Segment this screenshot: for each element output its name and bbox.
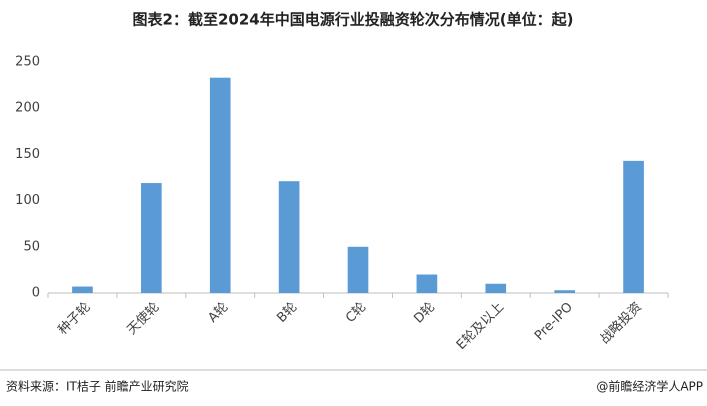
bar	[623, 160, 644, 293]
x-tick-label: E轮及以上	[454, 300, 507, 353]
y-tick-label: 100	[15, 193, 40, 208]
bar	[141, 183, 162, 293]
x-tick-label: Pre-IPO	[532, 300, 576, 344]
brand-note: @前瞻经济学人APP	[596, 379, 703, 394]
x-tick-label: 战略投资	[597, 299, 645, 347]
bar	[72, 286, 93, 293]
y-tick-label: 250	[15, 55, 40, 70]
bar	[485, 283, 507, 293]
x-tick-label: 天使轮	[124, 299, 163, 338]
x-tick-label: D轮	[411, 300, 438, 327]
x-tick-label: C轮	[343, 300, 369, 326]
x-tick-label: B轮	[274, 300, 300, 326]
bar	[209, 77, 231, 293]
bar	[278, 181, 300, 293]
bar	[416, 274, 438, 293]
source-note: 资料来源：IT桔子 前瞻产业研究院	[6, 379, 189, 394]
chart-title: 图表2：截至2024年中国电源行业投融资轮次分布情况(单位：起)	[133, 11, 574, 29]
bar	[347, 246, 369, 293]
y-tick-label: 200	[15, 101, 40, 116]
bar	[554, 290, 575, 293]
x-tick-label: 种子轮	[56, 300, 94, 338]
y-tick-label: 150	[15, 147, 40, 162]
y-tick-label: 0	[32, 286, 40, 301]
x-tick-label: A轮	[205, 300, 231, 326]
y-tick-label: 50	[23, 239, 40, 254]
